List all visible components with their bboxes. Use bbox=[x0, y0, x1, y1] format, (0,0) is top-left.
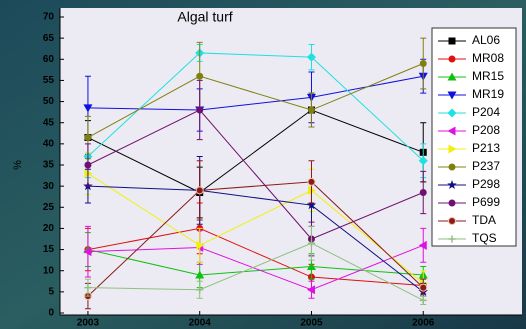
legend-label: TDA bbox=[472, 213, 496, 227]
chart-title: Algal turf bbox=[177, 9, 232, 25]
y-tick-label: 30 bbox=[43, 181, 55, 192]
y-axis-label: % bbox=[12, 160, 24, 170]
legend-label: P213 bbox=[472, 141, 500, 155]
legend-marker bbox=[449, 218, 456, 225]
legend-label: AL06 bbox=[472, 33, 500, 47]
x-tick-label: 2003 bbox=[77, 318, 100, 329]
x-tick-label: 2005 bbox=[300, 318, 323, 329]
marker bbox=[84, 162, 91, 169]
y-tick-label: 70 bbox=[43, 12, 55, 23]
y-tick-label: 45 bbox=[43, 117, 55, 128]
y-tick-label: 35 bbox=[43, 160, 55, 171]
legend-label: P298 bbox=[472, 177, 500, 191]
marker bbox=[196, 73, 203, 80]
legend-label: P699 bbox=[472, 195, 500, 209]
legend-marker bbox=[449, 200, 456, 207]
y-tick-label: 55 bbox=[43, 75, 55, 86]
x-tick-label: 2006 bbox=[412, 318, 435, 329]
y-tick-label: 5 bbox=[48, 286, 54, 297]
legend-marker bbox=[449, 38, 456, 45]
marker bbox=[308, 107, 315, 114]
y-tick-label: 0 bbox=[48, 308, 54, 319]
y-tick-label: 25 bbox=[43, 202, 55, 213]
legend-label: MR15 bbox=[472, 69, 504, 83]
y-tick-label: 40 bbox=[43, 138, 55, 149]
y-tick-label: 50 bbox=[43, 96, 55, 107]
marker bbox=[420, 189, 427, 196]
legend-label: TQS bbox=[472, 231, 497, 245]
legend-label: P208 bbox=[472, 123, 500, 137]
marker bbox=[308, 178, 315, 185]
x-tick-label: 2004 bbox=[189, 318, 212, 329]
marker bbox=[420, 60, 427, 67]
legend-label: P204 bbox=[472, 105, 500, 119]
marker bbox=[196, 187, 203, 194]
y-tick-label: 20 bbox=[43, 223, 55, 234]
legend-marker bbox=[449, 56, 456, 63]
y-tick-label: 60 bbox=[43, 54, 55, 65]
chart: Algal turf % 0 5 10 15 20 25 30 35 40 45 50 55 60 65 7… bbox=[0, 0, 526, 329]
legend-label: MR19 bbox=[472, 87, 504, 101]
legend-label: P237 bbox=[472, 159, 500, 173]
legend-marker bbox=[449, 164, 456, 171]
marker bbox=[196, 107, 203, 114]
marker bbox=[420, 284, 427, 291]
y-tick-label: 10 bbox=[43, 265, 55, 276]
legend-label: MR08 bbox=[472, 51, 504, 65]
marker bbox=[84, 134, 91, 141]
y-tick-label: 15 bbox=[43, 244, 55, 255]
y-tick-label: 65 bbox=[43, 33, 55, 44]
